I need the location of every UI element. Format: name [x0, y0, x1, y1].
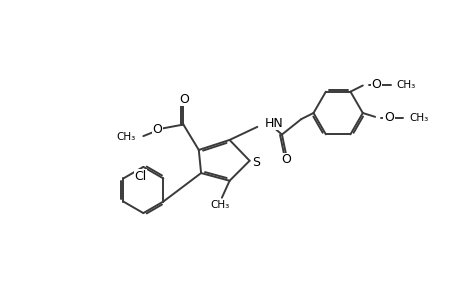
Text: CH₃: CH₃ [408, 112, 427, 123]
Text: HN: HN [264, 116, 283, 130]
Text: S: S [252, 156, 260, 169]
Text: O: O [371, 78, 381, 91]
Text: O: O [179, 93, 189, 106]
Text: O: O [281, 154, 291, 166]
Text: CH₃: CH₃ [116, 132, 135, 142]
Text: CH₃: CH₃ [396, 80, 415, 90]
Text: O: O [152, 123, 162, 136]
Text: O: O [383, 111, 393, 124]
Text: CH₃: CH₃ [210, 200, 230, 210]
Text: Cl: Cl [134, 169, 146, 183]
